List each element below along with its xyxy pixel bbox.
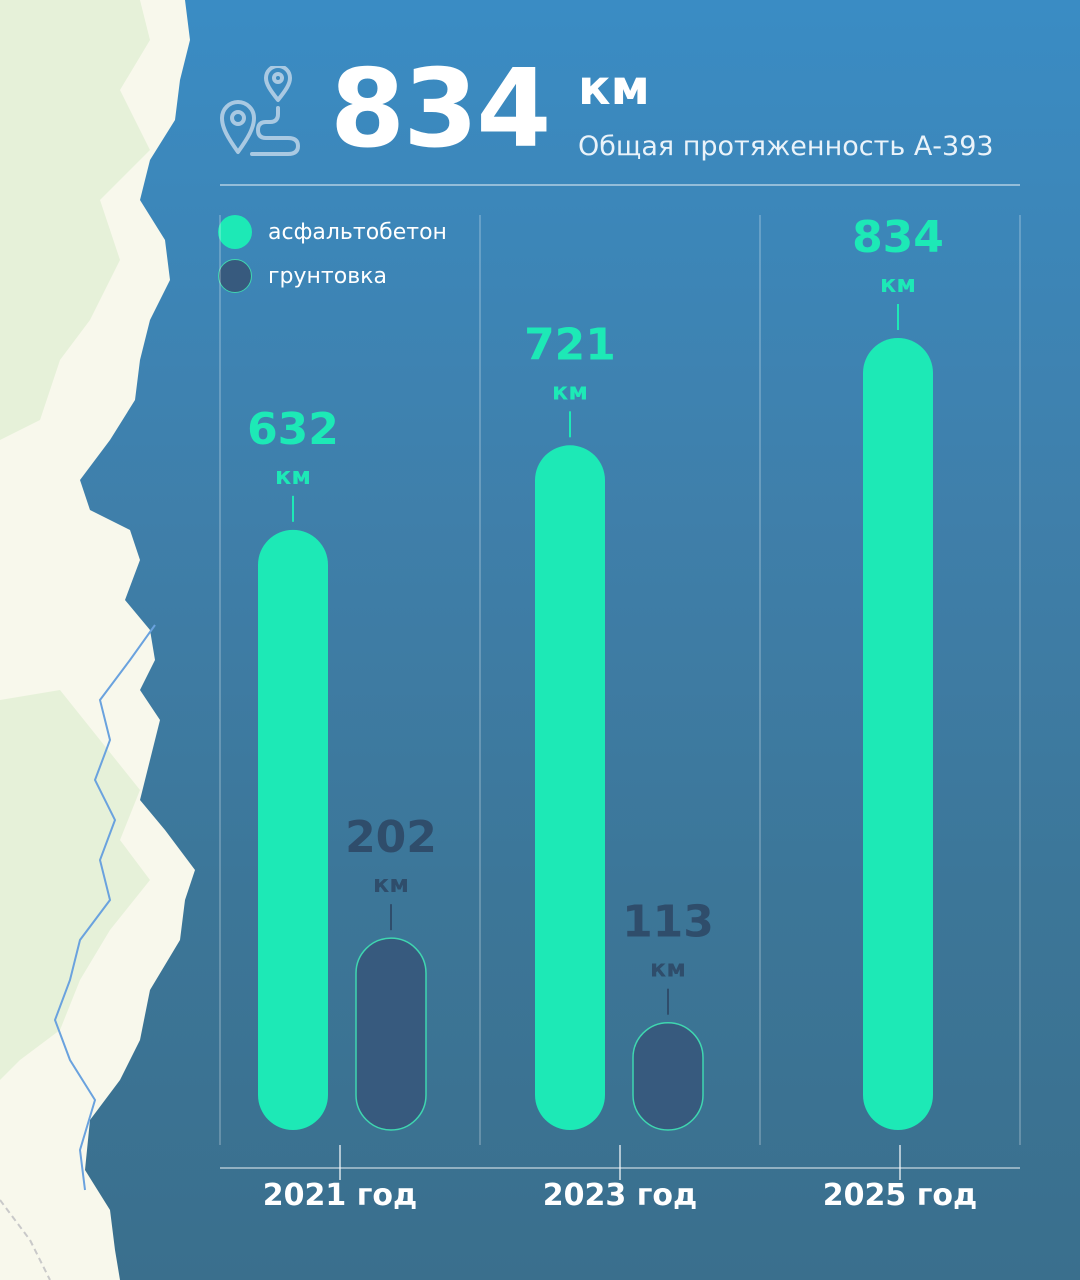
route-pin-icon xyxy=(220,66,300,156)
data-label-value: 834 xyxy=(852,212,944,263)
data-label-unit: км xyxy=(275,462,311,490)
data-label-unit: км xyxy=(373,870,409,898)
bar-asphalt xyxy=(863,338,933,1130)
data-label-value: 632 xyxy=(247,404,339,455)
map-river xyxy=(53,624,156,1191)
chart-legend: асфальтобетон грунтовка xyxy=(218,210,447,298)
header-divider xyxy=(220,184,1020,186)
map-green-zone xyxy=(20,180,110,270)
legend-label-gravel: грунтовка xyxy=(268,263,387,289)
x-tick-label: 2025 год xyxy=(823,1178,977,1213)
map-road xyxy=(0,1199,51,1280)
bar-gravel xyxy=(632,1021,704,1131)
data-label-unit: км xyxy=(650,955,686,983)
data-label-unit: км xyxy=(552,377,588,405)
total-length-subtitle: Общая протяженность А-393 xyxy=(578,131,994,162)
legend-label-asphalt: асфальтобетон xyxy=(268,219,447,245)
map-green-zone xyxy=(0,690,150,1080)
x-tick-label: 2023 год xyxy=(543,1178,697,1213)
total-length-value: 834 xyxy=(330,47,551,172)
bar-asphalt xyxy=(258,529,328,1130)
data-label-unit: км xyxy=(880,270,916,298)
data-label-value: 721 xyxy=(524,319,616,370)
bar-asphalt xyxy=(535,445,605,1131)
legend-item-asphalt: асфальтобетон xyxy=(218,210,447,254)
data-label-value: 113 xyxy=(622,897,714,948)
data-label-value: 202 xyxy=(345,812,437,863)
legend-swatch-asphalt xyxy=(218,215,252,249)
legend-item-gravel: грунтовка xyxy=(218,254,447,298)
total-length-unit: км xyxy=(578,60,650,116)
x-tick-label: 2021 год xyxy=(263,1178,417,1213)
legend-swatch-gravel xyxy=(218,259,252,293)
bar-gravel xyxy=(355,937,427,1131)
